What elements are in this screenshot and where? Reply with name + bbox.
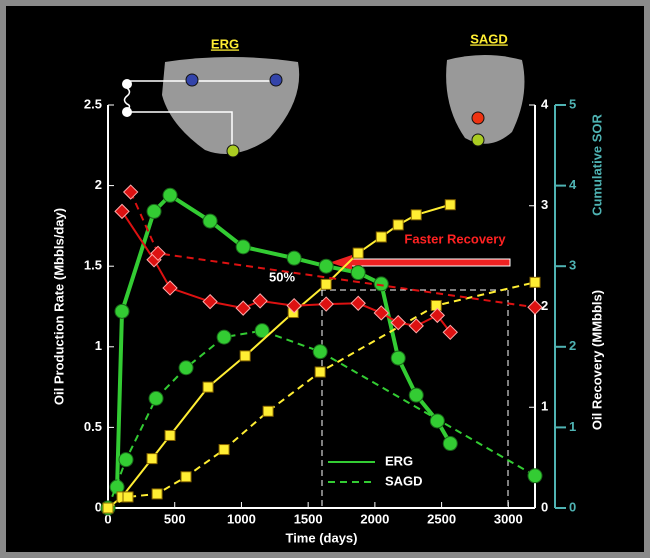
x-axis-label: Time (days): [285, 530, 357, 545]
y-tick-label: 1: [95, 338, 102, 353]
y3-tick-label: 2: [569, 338, 576, 353]
point: [149, 391, 163, 405]
point: [530, 277, 540, 287]
point: [115, 304, 129, 318]
point: [351, 266, 365, 280]
well-head: [122, 107, 132, 117]
point: [445, 200, 455, 210]
x-tick-label: 2500: [427, 511, 456, 526]
point: [374, 277, 388, 291]
y3-tick-label: 1: [569, 419, 576, 434]
y3-tick-label: 5: [569, 96, 576, 111]
point: [163, 188, 177, 202]
x-tick-label: 500: [164, 511, 186, 526]
y3-tick-label: 3: [569, 258, 576, 273]
point: [319, 259, 333, 273]
y-tick-label: 1.5: [84, 258, 102, 273]
point: [147, 454, 157, 464]
x-tick-label: 2000: [360, 511, 389, 526]
point: [179, 361, 193, 375]
point: [263, 406, 273, 416]
legend-label: ERG: [385, 453, 413, 468]
y-tick-label: 0.5: [84, 419, 102, 434]
well-dot: [186, 74, 198, 86]
point: [152, 489, 162, 499]
y3-tick-label: 4: [569, 177, 577, 192]
point: [411, 210, 421, 220]
chart: 05001000150020002500300000.511.522.50123…: [0, 0, 650, 558]
well-head: [122, 79, 132, 89]
well-dot: [227, 145, 239, 157]
y3-axis-label: Cumulative SOR: [589, 113, 604, 215]
point: [376, 232, 386, 242]
point: [409, 388, 423, 402]
point: [353, 248, 363, 258]
point: [103, 503, 113, 513]
well-dot: [472, 112, 484, 124]
point: [203, 382, 213, 392]
point: [119, 453, 133, 467]
point: [315, 367, 325, 377]
y2-tick-label: 0: [541, 499, 548, 514]
annotation: 50%: [269, 269, 295, 284]
y2-tick-label: 1: [541, 399, 548, 414]
point: [123, 492, 133, 502]
y2-tick-label: 4: [541, 96, 549, 111]
point: [203, 214, 217, 228]
y-axis-label: Oil Production Rate (Mbbls/day): [51, 208, 66, 405]
point: [443, 437, 457, 451]
point: [528, 469, 542, 483]
point: [321, 279, 331, 289]
y-tick-label: 2.5: [84, 96, 102, 111]
x-tick-label: 1000: [227, 511, 256, 526]
point: [391, 351, 405, 365]
point: [165, 430, 175, 440]
point: [393, 220, 403, 230]
point: [313, 345, 327, 359]
y2-tick-label: 3: [541, 197, 548, 212]
point: [287, 251, 301, 265]
y2-axis-label: Oil Recovery (MMbbls): [589, 290, 604, 430]
y3-tick-label: 0: [569, 499, 576, 514]
point: [181, 472, 191, 482]
point: [430, 414, 444, 428]
point: [240, 351, 250, 361]
point: [217, 330, 231, 344]
x-tick-label: 1500: [294, 511, 323, 526]
well-dot: [270, 74, 282, 86]
point: [219, 445, 229, 455]
legend-label: SAGD: [385, 473, 423, 488]
arrow-body: [350, 259, 510, 266]
point: [147, 204, 161, 218]
annotation: Faster Recovery: [404, 231, 506, 246]
annotation: SAGD: [470, 31, 508, 46]
x-tick-label: 3000: [494, 511, 523, 526]
y2-tick-label: 2: [541, 298, 548, 313]
page: 05001000150020002500300000.511.522.50123…: [0, 0, 650, 558]
point: [236, 240, 250, 254]
y-tick-label: 2: [95, 177, 102, 192]
annotation: ERG: [211, 36, 239, 51]
well-dot: [472, 134, 484, 146]
